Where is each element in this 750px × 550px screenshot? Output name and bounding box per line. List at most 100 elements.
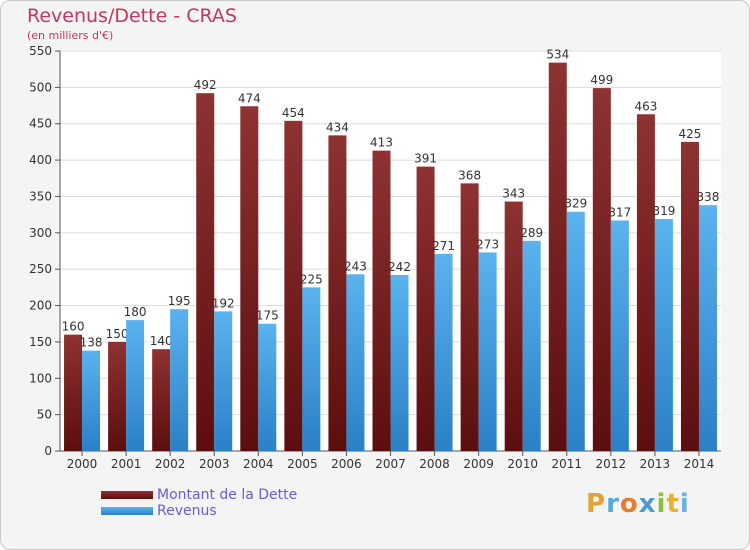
bar-revenus: [214, 311, 233, 451]
data-label-dette: 150: [106, 327, 129, 341]
x-tick-label: 2001: [111, 457, 142, 471]
bar-dette: [504, 201, 523, 451]
legend-label-dette: Montant de la Dette: [157, 487, 298, 503]
bar-revenus: [654, 219, 673, 451]
x-tick-label: 2005: [287, 457, 318, 471]
data-label-revenus: 289: [520, 226, 543, 240]
bar-dette: [636, 114, 655, 451]
logo-letter: o: [619, 489, 639, 519]
data-label-revenus: 319: [652, 204, 675, 218]
data-label-revenus: 271: [432, 239, 455, 253]
data-label-dette: 534: [546, 48, 569, 62]
bar-revenus: [434, 253, 453, 451]
logo-letter: t: [666, 489, 680, 519]
legend-swatch-dette: [101, 491, 153, 499]
bar-dette: [240, 106, 259, 451]
logo-letter: P: [586, 489, 607, 519]
data-label-dette: 368: [458, 168, 481, 182]
bar-dette: [548, 62, 567, 452]
data-label-revenus: 195: [168, 294, 191, 308]
data-label-revenus: 175: [256, 309, 279, 323]
y-tick-label: 400: [29, 153, 52, 167]
x-tick-label: 2006: [331, 457, 362, 471]
x-tick-label: 2000: [67, 457, 98, 471]
x-tick-label: 2012: [596, 457, 627, 471]
bar-dette: [460, 183, 479, 451]
x-tick-label: 2004: [243, 457, 274, 471]
data-label-dette: 474: [238, 91, 261, 105]
legend-item-dette: Montant de la Dette: [101, 487, 297, 503]
x-tick-label: 2014: [684, 457, 715, 471]
data-label-dette: 160: [62, 320, 85, 334]
x-tick-label: 2013: [640, 457, 671, 471]
data-label-dette: 492: [194, 78, 217, 92]
bar-revenus: [126, 320, 145, 451]
bar-dette: [108, 341, 127, 451]
bar-revenus: [522, 240, 541, 451]
bar-revenus: [566, 211, 585, 451]
x-tick-label: 2002: [155, 457, 186, 471]
bar-revenus: [346, 274, 365, 451]
legend-item-revenus: Revenus: [101, 503, 297, 519]
bar-revenus: [170, 309, 189, 451]
bar-dette: [328, 135, 347, 451]
bar-revenus: [698, 205, 717, 451]
bar-dette: [64, 334, 83, 451]
x-tick-label: 2009: [463, 457, 494, 471]
data-label-dette: 391: [414, 152, 437, 166]
bar-revenus: [258, 323, 277, 451]
chart-title: Revenus/Dette - CRAS: [27, 5, 237, 27]
bar-revenus: [478, 252, 497, 451]
y-tick-label: 300: [29, 226, 52, 240]
bar-revenus: [390, 275, 409, 451]
y-tick-label: 350: [29, 189, 52, 203]
data-label-dette: 454: [282, 106, 305, 120]
data-label-dette: 463: [634, 99, 657, 113]
y-tick-label: 0: [44, 444, 52, 458]
logo-letter: i: [656, 489, 667, 519]
data-label-dette: 425: [679, 127, 702, 141]
data-label-revenus: 329: [564, 197, 587, 211]
bar-dette: [152, 349, 171, 451]
y-tick-label: 500: [29, 80, 52, 94]
x-tick-label: 2008: [419, 457, 450, 471]
data-label-dette: 413: [370, 136, 393, 150]
legend-label-revenus: Revenus: [157, 503, 217, 519]
data-label-dette: 343: [502, 187, 525, 201]
bar-revenus: [302, 287, 321, 451]
data-label-dette: 140: [150, 334, 173, 348]
y-tick-label: 100: [29, 371, 52, 385]
legend-swatch-revenus: [101, 507, 153, 515]
data-label-revenus: 338: [697, 190, 720, 204]
y-tick-label: 50: [37, 408, 52, 422]
y-tick-label: 150: [29, 335, 52, 349]
x-tick-label: 2010: [507, 457, 538, 471]
y-tick-label: 450: [29, 117, 52, 131]
bar-dette: [284, 120, 303, 452]
data-label-revenus: 138: [80, 336, 103, 350]
bar-revenus: [610, 220, 629, 451]
data-label-revenus: 273: [476, 237, 499, 251]
data-label-revenus: 180: [124, 305, 147, 319]
data-label-revenus: 225: [300, 272, 323, 286]
bar-dette: [592, 88, 611, 451]
data-label-dette: 499: [590, 73, 613, 87]
chart-subtitle: (en milliers d'€): [27, 29, 114, 42]
x-tick-label: 2011: [551, 457, 582, 471]
data-label-revenus: 242: [388, 260, 411, 274]
data-label-revenus: 317: [608, 205, 631, 219]
bar-revenus: [82, 350, 101, 451]
x-tick-label: 2003: [199, 457, 230, 471]
bar-dette: [416, 166, 435, 452]
x-tick-label: 2007: [375, 457, 406, 471]
bar-dette: [680, 141, 699, 451]
data-label-dette: 434: [326, 120, 349, 134]
data-label-revenus: 243: [344, 259, 367, 273]
bar-dette: [372, 150, 391, 452]
y-tick-label: 200: [29, 299, 52, 313]
legend: Montant de la Dette Revenus: [101, 487, 297, 519]
proxiti-logo: Proxiti: [586, 489, 690, 519]
logo-letter: i: [679, 489, 690, 519]
